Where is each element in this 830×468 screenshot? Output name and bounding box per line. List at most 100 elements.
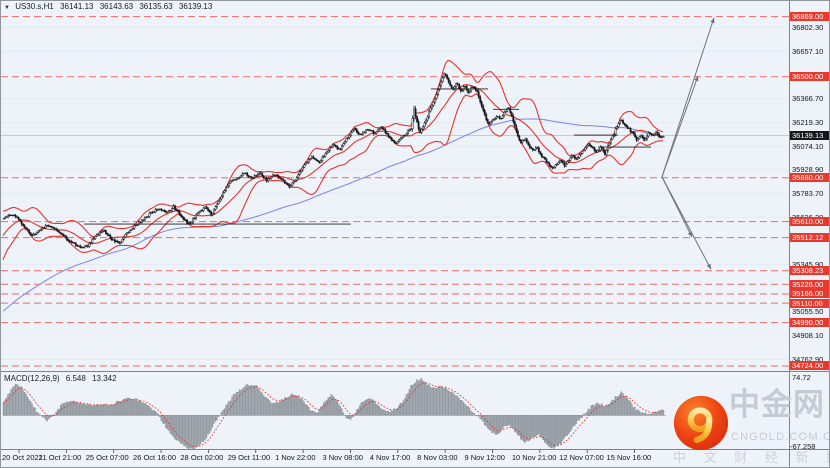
macd-histogram-bar [425, 382, 427, 416]
candlestick [79, 245, 82, 248]
macd-histogram-bar [437, 387, 439, 416]
candlestick [435, 94, 438, 99]
candlestick [369, 130, 372, 132]
macd-histogram-bar [136, 400, 138, 416]
macd-histogram-bar [112, 404, 114, 416]
macd-histogram-bar [365, 399, 367, 416]
macd-histogram-bar [369, 398, 371, 416]
macd-histogram-bar [35, 411, 38, 416]
macd-histogram-bar [294, 395, 296, 416]
macd-histogram-bar [644, 412, 647, 416]
macd-histogram-bar [20, 386, 23, 416]
macd-histogram-bar [476, 415, 478, 417]
macd-histogram-bar [270, 402, 272, 416]
candlestick [510, 112, 513, 117]
macd-histogram-bar [210, 415, 212, 432]
macd-histogram-bar [225, 405, 227, 416]
candlestick [67, 239, 70, 241]
macd-histogram-bar [396, 408, 399, 416]
macd-histogram-bar [586, 412, 588, 416]
macd-histogram-bar [109, 404, 111, 416]
candlestick [98, 232, 101, 236]
macd-histogram-bar [62, 403, 65, 416]
macd-histogram-bar [76, 401, 78, 416]
macd-histogram-bar [19, 386, 21, 416]
middle-band-line [2, 84, 664, 244]
macd-histogram-bar [637, 409, 639, 416]
candlestick [604, 151, 606, 155]
candlestick [446, 75, 449, 79]
candlestick [536, 147, 539, 149]
candlestick [303, 164, 306, 168]
macd-histogram-bar [115, 401, 117, 416]
macd-histogram-bar [286, 397, 289, 416]
candlestick [183, 217, 185, 221]
macd-histogram-bar [419, 379, 421, 416]
candlestick [35, 231, 38, 235]
candlestick [181, 216, 184, 218]
candlestick [386, 132, 388, 135]
macd-histogram-bar [276, 401, 278, 416]
macd-histogram-bar [408, 389, 411, 416]
macd-histogram-bar [277, 402, 280, 416]
candlestick [359, 133, 361, 135]
macd-histogram-bar [16, 384, 18, 416]
candlestick [625, 124, 627, 127]
trend-arrow-line [661, 17, 715, 178]
cngold-domain-text: CNGOLD.COM.CN [731, 431, 829, 443]
candlestick [341, 145, 343, 150]
candlestick [300, 169, 303, 172]
macd-histogram-bar [34, 407, 36, 416]
macd-histogram-bar [362, 401, 364, 416]
macd-histogram-bar [144, 403, 146, 416]
macd-histogram-bar [368, 398, 370, 416]
candlestick [485, 114, 488, 120]
macd-histogram-bar [2, 402, 5, 416]
candlestick [142, 219, 145, 221]
macd-histogram-bar [174, 415, 176, 440]
macd-histogram-bar [293, 394, 295, 416]
macd-histogram-bar [244, 385, 247, 416]
macd-histogram-bar [410, 385, 412, 416]
candlestick [556, 163, 558, 166]
macd-histogram-bar [560, 415, 562, 444]
macd-histogram-bar [350, 415, 352, 420]
macd-histogram-bar [341, 408, 343, 416]
macd-histogram-bar [255, 385, 257, 416]
macd-histogram-bar [658, 410, 660, 416]
macd-histogram-bar [108, 405, 110, 416]
macd-histogram-bar [416, 379, 418, 416]
macd-histogram-bar [348, 415, 350, 419]
macd-histogram-bar [557, 415, 559, 447]
macd-histogram-bar [201, 415, 203, 442]
candlestick [465, 86, 468, 91]
candlestick [237, 177, 240, 180]
candlestick [405, 133, 408, 136]
candlestick [456, 83, 459, 85]
candlestick [554, 164, 557, 168]
macd-histogram-bar [541, 415, 543, 438]
macd-histogram-bar [65, 401, 68, 416]
candlestick [132, 228, 134, 230]
candlestick [407, 130, 409, 134]
candlestick [114, 239, 116, 243]
macd-histogram-bar [124, 398, 126, 416]
macd-histogram-bar [378, 406, 381, 416]
macd-histogram-bar [32, 407, 35, 416]
candlestick [124, 234, 127, 238]
macd-histogram-bar [417, 380, 420, 416]
macd-histogram-bar [289, 394, 292, 416]
candlestick [255, 175, 258, 177]
macd-histogram-bar [517, 415, 519, 436]
macd-histogram-bar [596, 402, 598, 416]
macd-histogram-bar [661, 409, 663, 416]
candlestick [309, 158, 312, 160]
candlestick [640, 135, 642, 137]
candlestick [91, 239, 94, 243]
candlestick [294, 179, 297, 182]
macd-histogram-bar [405, 394, 408, 416]
candlestick [34, 233, 37, 235]
macd-histogram-bar [462, 402, 465, 416]
